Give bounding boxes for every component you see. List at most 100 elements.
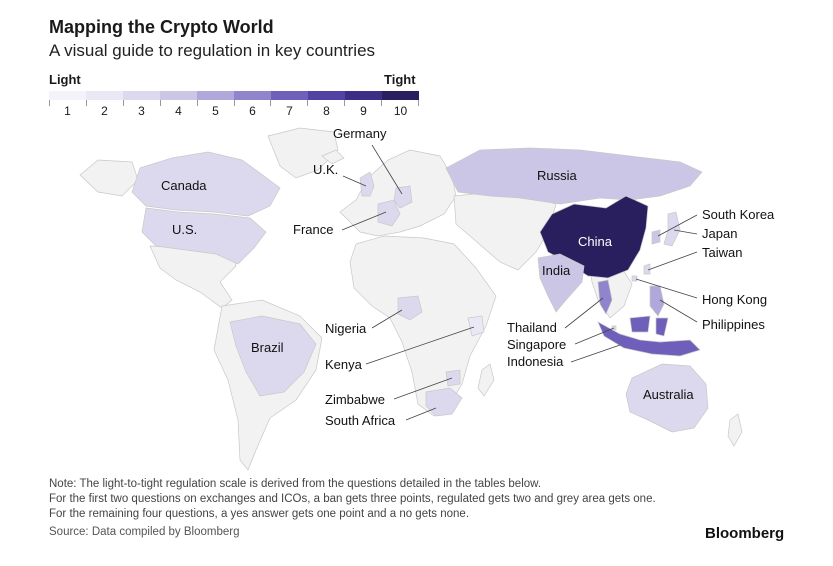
- leader-line-philippines: [659, 299, 698, 323]
- leader-line-south-africa: [405, 407, 437, 421]
- legend-tick: [122, 100, 160, 106]
- legend-tight-label: Tight: [384, 72, 416, 87]
- leader-line-zimbabwe: [393, 377, 453, 400]
- indonesia-shape: [597, 315, 701, 357]
- legend-number: 5: [212, 104, 219, 118]
- label-zimbabwe: Zimbabwe: [325, 392, 385, 407]
- label-thailand: Thailand: [507, 320, 557, 335]
- kenya-shape: [467, 315, 485, 337]
- label-japan: Japan: [702, 226, 738, 241]
- legend-swatch: [197, 91, 234, 100]
- leader-line-taiwan: [647, 251, 698, 271]
- nigeria-shape: [397, 295, 423, 321]
- label-canada: Canada: [161, 178, 207, 193]
- uk-shape: [359, 171, 375, 197]
- legend-tick: [196, 100, 234, 106]
- label-south-africa: South Africa: [325, 413, 396, 428]
- label-us: U.S.: [172, 222, 198, 237]
- legend-tick: [85, 100, 123, 106]
- zimbabwe-shape: [445, 369, 461, 387]
- legend-number: 10: [393, 104, 408, 118]
- australia-shape: [625, 363, 709, 433]
- leader-line-japan: [673, 229, 698, 235]
- leader-line-uk: [342, 175, 367, 187]
- leader-line-indonesia: [570, 344, 621, 363]
- france-shape: [377, 199, 401, 227]
- alaska-shape: [79, 159, 139, 197]
- label-nigeria: Nigeria: [325, 321, 367, 336]
- legend-swatch: [271, 91, 308, 100]
- legend-ticks: [49, 100, 420, 106]
- leader-line-kenya: [365, 326, 475, 365]
- legend-number: 2: [101, 104, 108, 118]
- legend-tick: [159, 100, 197, 106]
- south-africa-shape: [425, 387, 463, 417]
- russia-shape: [445, 147, 703, 205]
- legend-swatch: [160, 91, 197, 100]
- bloomberg-logo: Bloomberg: [705, 525, 785, 542]
- footnote-line-1: Note: The light-to-tight regulation scal…: [49, 478, 542, 490]
- taiwan-shape: [643, 263, 651, 275]
- legend-tick: [307, 100, 344, 106]
- legend-number: 8: [323, 104, 330, 118]
- legend-swatch: [234, 91, 271, 100]
- label-singapore: Singapore: [507, 337, 567, 352]
- label-india: India: [542, 263, 571, 278]
- page-title: Mapping the Crypto World: [49, 17, 274, 37]
- japan-shape: [663, 211, 681, 247]
- legend-number: 6: [249, 104, 256, 118]
- canada-shape: [131, 151, 281, 217]
- legend-swatch: [123, 91, 160, 100]
- leader-line-germany: [371, 144, 403, 195]
- leader-line-nigeria: [371, 309, 403, 329]
- leader-line-thailand: [564, 297, 604, 329]
- legend-swatch: [345, 91, 382, 100]
- legend-swatch: [86, 91, 123, 100]
- footnote: Note: The light-to-tight regulation scal…: [49, 477, 656, 522]
- leader-line-hong-kong: [635, 278, 698, 299]
- label-philippines: Philippines: [702, 317, 765, 332]
- legend-tick: [270, 100, 307, 106]
- india-shape: [537, 253, 585, 313]
- leader-line-singapore: [574, 327, 615, 345]
- label-indonesia: Indonesia: [507, 354, 564, 369]
- legend-numbers: 1 2 3 4 5 6 7 8 9 10: [49, 104, 419, 118]
- us-shape: [141, 207, 267, 265]
- label-uk: U.K.: [313, 162, 339, 177]
- source-text: Source: Data compiled by Bloomberg: [49, 526, 240, 538]
- legend-number: 3: [138, 104, 145, 118]
- legend-swatch: [382, 91, 419, 100]
- legend-tick: [344, 100, 381, 106]
- leader-line-south-korea: [657, 214, 698, 237]
- legend-number: 9: [360, 104, 367, 118]
- label-germany: Germany: [333, 126, 387, 141]
- legend-number: 7: [286, 104, 293, 118]
- legend-swatch: [308, 91, 345, 100]
- germany-shape: [393, 185, 413, 209]
- label-brazil: Brazil: [251, 340, 284, 355]
- label-china: China: [578, 234, 612, 249]
- brazil-shape: [229, 315, 317, 397]
- label-taiwan: Taiwan: [702, 245, 743, 260]
- legend-tick: [49, 100, 86, 106]
- label-australia: Australia: [643, 387, 694, 402]
- legend-light-label: Light: [49, 72, 81, 87]
- leader-line-france: [341, 211, 387, 231]
- footnote-line-3: For the remaining four questions, a yes …: [49, 508, 470, 520]
- madagascar-shape: [477, 363, 495, 397]
- legend-number: 4: [175, 104, 182, 118]
- label-hong-kong: Hong Kong: [702, 292, 768, 307]
- legend-number: 1: [64, 104, 71, 118]
- label-france: France: [293, 222, 334, 237]
- new-zealand-shape: [727, 413, 743, 447]
- iceland-shape: [321, 149, 345, 165]
- legend-swatch: [49, 91, 86, 100]
- legend-tick: [233, 100, 271, 106]
- footnote-line-2: For the first two questions on exchanges…: [49, 493, 656, 505]
- page-subtitle: A visual guide to regulation in key coun…: [49, 41, 376, 60]
- label-south-korea: South Korea: [702, 207, 775, 222]
- label-russia: Russia: [537, 168, 577, 183]
- hong-kong-shape: [631, 275, 638, 282]
- label-kenya: Kenya: [325, 357, 362, 372]
